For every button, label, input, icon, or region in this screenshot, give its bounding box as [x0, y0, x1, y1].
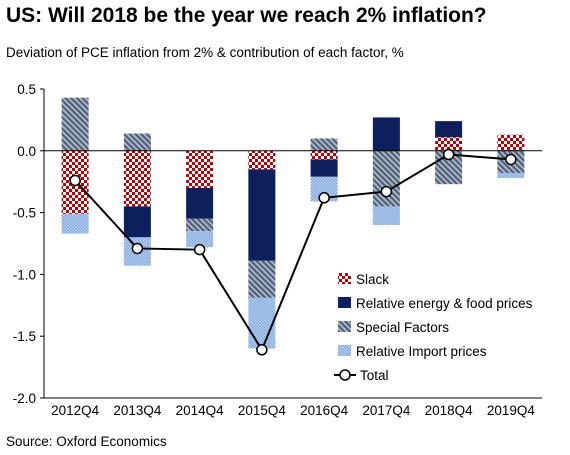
legend-swatch-special-factors — [338, 321, 351, 332]
legend: Slack Relative energy & food prices Specia… — [334, 272, 533, 383]
y-tick-label: -1.5 — [13, 329, 36, 344]
legend-label-total: Total — [360, 368, 389, 383]
x-tick-label: 2018Q4 — [425, 403, 474, 418]
bar-special-factors-2014Q4 — [186, 218, 214, 232]
total-point-2015Q4 — [256, 344, 268, 356]
y-tick-label: -0.5 — [13, 206, 36, 221]
total-point-2012Q4 — [69, 174, 81, 187]
total-line-layer — [69, 148, 517, 356]
total-point-2014Q4 — [193, 243, 206, 256]
legend-swatch-total-marker — [339, 369, 351, 381]
total-point-2016Q4 — [318, 192, 330, 204]
bar-relative-import-prices-2017Q4 — [372, 206, 400, 225]
bar-relative-energy-food-prices-2017Q4 — [372, 117, 400, 151]
bar-slack-2013Q4 — [123, 150, 151, 207]
total-point-2013Q4 — [131, 242, 144, 255]
y-axis: 0.5 0.0 -0.5 -1.0 -1.5 -2.0 — [13, 82, 45, 406]
bar-slack-2014Q4 — [186, 150, 214, 188]
chart-subtitle: Deviation of PCE inflation from 2% & con… — [6, 45, 404, 60]
total-point-2018Q4 — [442, 148, 455, 161]
bar-special-factors-2017Q4 — [372, 150, 400, 207]
bar-relative-import-prices-2012Q4 — [61, 213, 89, 234]
legend-label-relative-import-prices: Relative Import prices — [356, 344, 487, 359]
bar-relative-import-prices-2015Q4 — [248, 297, 276, 349]
x-tick-label: 2012Q4 — [51, 403, 100, 418]
x-tick-label: 2019Q4 — [487, 403, 536, 418]
legend-label-special-factors: Special Factors — [356, 320, 449, 335]
x-axis: 2012Q4 2013Q4 2014Q4 2015Q4 2016Q4 2017Q4 2018… — [44, 397, 542, 418]
y-tick-label: 0.5 — [17, 82, 36, 97]
y-tick-label: -1.0 — [13, 267, 36, 282]
chart-title: US: Will 2018 be the year we reach 2% in… — [6, 4, 487, 27]
x-tick-label: 2014Q4 — [176, 403, 225, 418]
legend-label-relative-energy-food-prices: Relative energy & food prices — [356, 296, 533, 311]
total-point-2019Q4 — [505, 153, 517, 166]
bar-relative-energy-food-prices-2014Q4 — [186, 187, 214, 219]
bar-relative-energy-food-prices-2018Q4 — [435, 121, 463, 138]
x-tick-label: 2016Q4 — [300, 403, 349, 418]
total-series-line — [74, 153, 511, 352]
y-tick-label: 0.0 — [17, 144, 36, 159]
bar-relative-energy-food-prices-2013Q4 — [123, 206, 151, 238]
x-tick-label: 2015Q4 — [238, 403, 287, 418]
y-tick-label: -2.0 — [13, 391, 36, 406]
legend-swatch-slack — [338, 273, 351, 284]
bar-relative-import-prices-2014Q4 — [186, 231, 214, 248]
bar-slack-2015Q4 — [248, 150, 276, 170]
bar-special-factors-2015Q4 — [248, 260, 276, 298]
legend-swatch-relative-import-prices — [338, 345, 351, 356]
bar-slack-2018Q4 — [435, 137, 463, 151]
bar-special-factors-2013Q4 — [123, 133, 151, 151]
bar-relative-energy-food-prices-2015Q4 — [248, 169, 276, 261]
bar-relative-energy-food-prices-2016Q4 — [310, 159, 338, 177]
bar-slack-2019Q4 — [497, 134, 525, 151]
bar-relative-import-prices-2019Q4 — [497, 173, 525, 178]
total-point-2017Q4 — [380, 185, 393, 198]
bar-special-factors-2012Q4 — [61, 97, 89, 151]
legend-swatch-relative-energy-food-prices — [338, 297, 351, 308]
legend-label-slack: Slack — [356, 272, 389, 287]
x-tick-label: 2013Q4 — [113, 403, 162, 418]
bar-special-factors-2016Q4 — [310, 138, 338, 151]
x-tick-label: 2017Q4 — [362, 403, 411, 418]
source-note: Source: Oxford Economics — [6, 434, 167, 449]
bar-slack-2016Q4 — [310, 150, 338, 160]
